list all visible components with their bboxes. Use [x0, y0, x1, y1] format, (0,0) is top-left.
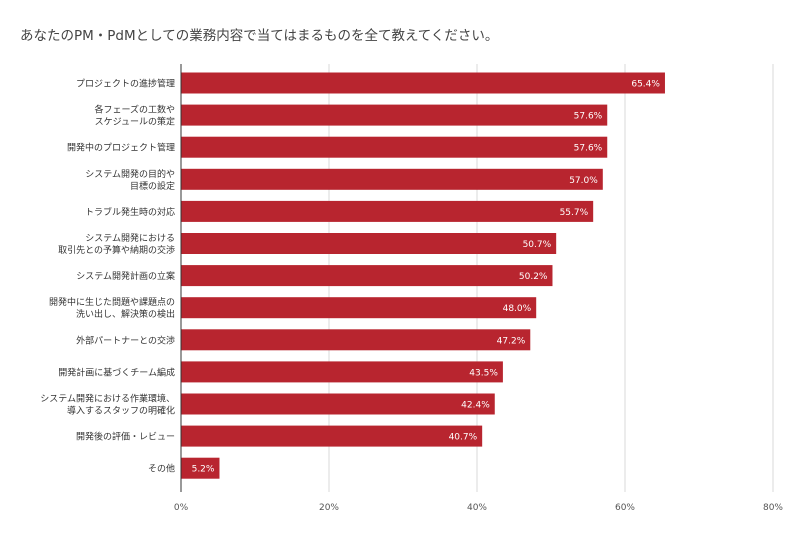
x-tick-label: 80% [763, 503, 783, 513]
bar [181, 297, 537, 319]
bar [181, 200, 594, 222]
category-label: 開発中のプロジェクト管理 [67, 142, 175, 154]
bar-value-label: 5.2% [192, 465, 215, 475]
category-label: システム開発計画の立案 [76, 270, 175, 282]
bar-value-label: 50.2% [519, 272, 548, 282]
bar-value-label: 65.4% [631, 80, 660, 90]
x-tick-label: 60% [615, 503, 635, 513]
x-tick-label: 0% [174, 503, 189, 513]
bar-value-label: 55.7% [560, 208, 589, 218]
bar [181, 233, 557, 254]
category-label: その他 [148, 463, 175, 475]
bar [181, 361, 503, 383]
bar [181, 329, 531, 351]
bar [181, 136, 608, 158]
bar-value-label: 48.0% [503, 304, 532, 314]
bar [181, 168, 603, 190]
bar [181, 104, 608, 126]
bar-value-label: 57.6% [574, 144, 603, 154]
bar-value-label: 40.7% [449, 433, 478, 443]
x-tick-label: 40% [467, 503, 487, 513]
category-label: 開発計画に基づくチーム編成 [58, 366, 175, 378]
bar-value-label: 42.4% [461, 401, 490, 411]
bar [181, 265, 553, 287]
bar-value-label: 50.7% [523, 240, 552, 250]
category-label: 外部パートナーとの交渉 [76, 334, 175, 346]
bar [181, 425, 483, 447]
bar [181, 457, 220, 479]
bar-value-label: 43.5% [469, 368, 498, 378]
bar [181, 72, 665, 94]
category-label: 開発後の評価・レビュー [76, 431, 175, 443]
category-label: トラブル発生時の対応 [85, 206, 175, 218]
category-label: 各フェーズの工数やスケジュールの策定 [94, 104, 175, 128]
category-label: システム開発における取引先との予算や納期の交渉 [58, 232, 175, 256]
bar-value-label: 57.0% [569, 176, 598, 186]
category-label: システム開発における作業環境、導入するスタッフの明確化 [40, 393, 175, 417]
category-label: プロジェクトの進捗管理 [76, 78, 175, 90]
category-label: 開発中に生じた問題や課題点の洗い出し、解決策の検出 [49, 296, 175, 320]
bar-value-label: 47.2% [497, 336, 526, 346]
chart-title: あなたのPM・PdMとしての業務内容で当てはまるものを全て教えてください。 [20, 28, 499, 44]
bar [181, 393, 495, 415]
x-tick-label: 20% [319, 503, 339, 513]
category-label: システム開発の目的や目標の設定 [85, 168, 175, 192]
bar-value-label: 57.6% [574, 112, 603, 122]
